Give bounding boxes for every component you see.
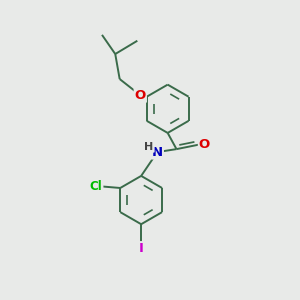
Text: H: H: [145, 142, 154, 152]
Text: Cl: Cl: [90, 180, 103, 193]
Text: N: N: [152, 146, 163, 159]
Text: O: O: [199, 138, 210, 151]
Text: O: O: [135, 89, 146, 102]
Text: I: I: [139, 242, 144, 255]
